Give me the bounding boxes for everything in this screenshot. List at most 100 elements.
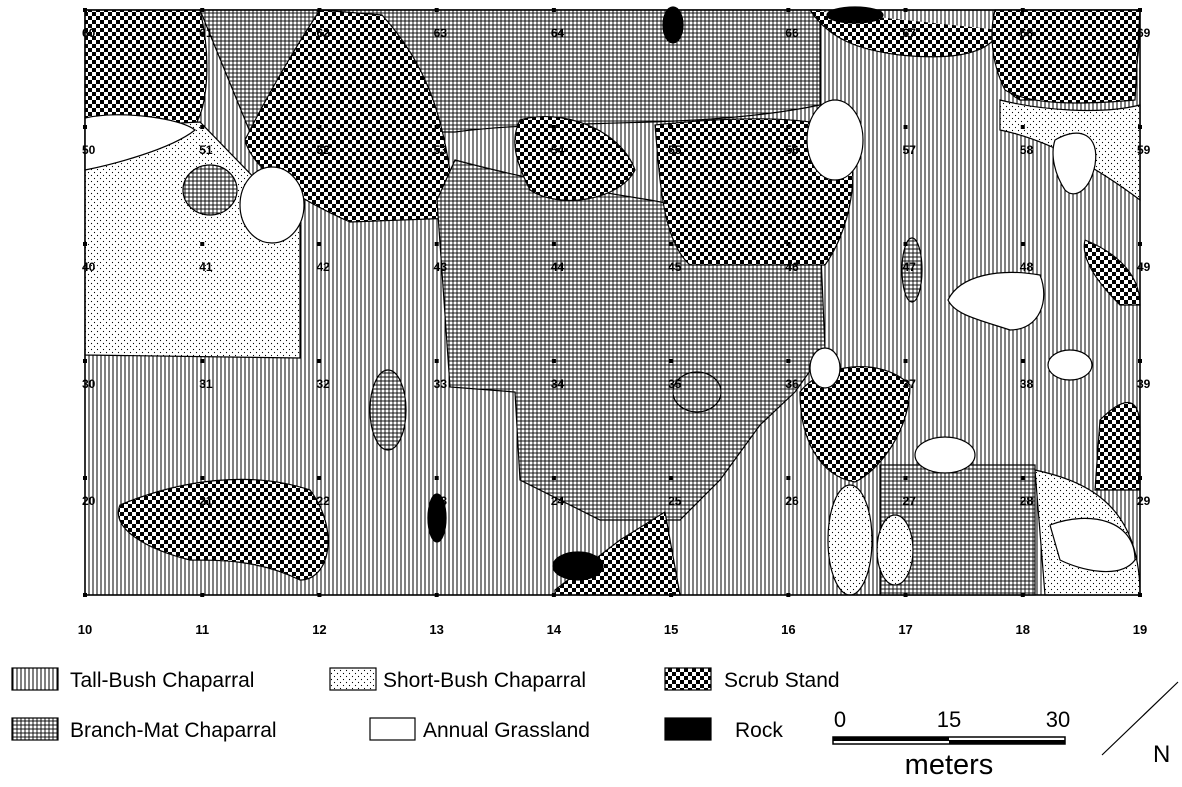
grid-point xyxy=(903,125,908,129)
grassland-region xyxy=(1047,349,1093,381)
grid-label: 27 xyxy=(903,494,917,508)
grid-point xyxy=(317,125,322,129)
grassland-region xyxy=(239,166,305,244)
grid-point xyxy=(786,242,791,246)
grid-point xyxy=(786,359,791,363)
map-border xyxy=(84,9,1141,596)
scale-unit: meters xyxy=(905,749,994,781)
grid-point xyxy=(317,8,322,12)
grid-point xyxy=(551,476,556,480)
grid-label: 24 xyxy=(551,494,565,508)
grid-label: 43 xyxy=(434,260,448,274)
grid-point xyxy=(903,242,908,246)
grid-point xyxy=(1138,8,1142,12)
grid-label: 56 xyxy=(785,143,799,157)
scale-bar-segment xyxy=(833,737,949,741)
branch-mat-region xyxy=(182,164,238,216)
grid-point xyxy=(786,476,791,480)
grid-point xyxy=(903,359,908,363)
grid-point xyxy=(1138,359,1142,363)
grid-point xyxy=(83,593,87,597)
grid-label: 28 xyxy=(1020,494,1034,508)
grid-label: 51 xyxy=(199,143,213,157)
scrub-region xyxy=(991,9,1141,104)
grid-point xyxy=(551,593,556,597)
grid-label: 54 xyxy=(551,143,565,157)
scrub-region xyxy=(799,366,911,483)
grid-label: 66 xyxy=(785,26,799,40)
grid-point xyxy=(786,593,791,597)
grid-point xyxy=(200,593,205,597)
grassland-region xyxy=(914,436,976,474)
grid-label: 25 xyxy=(668,494,682,508)
grid-point xyxy=(200,8,205,12)
grid-point xyxy=(317,593,322,597)
legend-swatch xyxy=(664,667,712,691)
grid-point xyxy=(434,125,439,129)
grid-label: 63 xyxy=(434,26,448,40)
grid-point xyxy=(317,242,322,246)
grid-point xyxy=(317,476,322,480)
grid-point xyxy=(903,476,908,480)
grid-point xyxy=(786,8,791,12)
scale-label: 15 xyxy=(937,707,961,732)
grid-point xyxy=(1020,8,1025,12)
grid-label: 37 xyxy=(903,377,917,391)
grid-point xyxy=(551,125,556,129)
legend-swatch xyxy=(329,667,377,691)
grassland-region xyxy=(84,114,196,171)
grid-point xyxy=(551,8,556,12)
grid-label: 35 xyxy=(668,377,682,391)
grid-point xyxy=(1138,242,1142,246)
grid-label: 49 xyxy=(1137,260,1151,274)
grid-point xyxy=(1020,476,1025,480)
grid-label: 60 xyxy=(82,26,96,40)
x-label: 14 xyxy=(547,622,562,637)
grid-point xyxy=(317,359,322,363)
grid-point xyxy=(1138,593,1142,597)
scrub-region xyxy=(117,478,329,581)
grid-labels: 60 61 62 63 64 65 66 67 68 69 50 51 52 53 54 55 56 57 58 59… xyxy=(78,8,1151,637)
scrub-region xyxy=(84,9,208,126)
grid-label: 55 xyxy=(668,143,682,157)
grid-point xyxy=(83,125,87,129)
grid-point xyxy=(551,359,556,363)
grid-point xyxy=(434,476,439,480)
grid-point xyxy=(200,242,205,246)
grid-point xyxy=(669,359,674,363)
grid-point xyxy=(669,242,674,246)
grid-label: 64 xyxy=(551,26,565,40)
legend-label: Rock xyxy=(735,719,783,742)
grassland-region xyxy=(947,271,1045,331)
scale-bar-segment xyxy=(949,740,1065,744)
grid-label: 32 xyxy=(316,377,330,391)
grid-point xyxy=(200,476,205,480)
x-label: 11 xyxy=(195,622,209,637)
grid-label: 65 xyxy=(668,26,682,40)
grid-label: 62 xyxy=(316,26,330,40)
grid-label: 26 xyxy=(785,494,799,508)
grid-label: 33 xyxy=(434,377,448,391)
x-label: 12 xyxy=(312,622,326,637)
grid-point xyxy=(903,8,908,12)
grassland-region xyxy=(1052,132,1097,195)
grid-point xyxy=(83,359,87,363)
grid-point xyxy=(200,359,205,363)
scrub-region xyxy=(654,118,854,266)
grassland-region xyxy=(1049,517,1136,573)
rock-region xyxy=(826,6,884,24)
short-bush-region xyxy=(827,484,873,596)
grid-point xyxy=(83,476,87,480)
grid-label: 48 xyxy=(1020,260,1034,274)
grid-label: 61 xyxy=(199,26,213,40)
grid-point xyxy=(434,593,439,597)
x-label: 13 xyxy=(429,622,443,637)
legend-label: Annual Grassland xyxy=(423,719,590,742)
grid-label: 30 xyxy=(82,377,96,391)
x-label: 16 xyxy=(781,622,795,637)
branch-mat-region xyxy=(369,369,407,451)
scale-bar: meters xyxy=(832,736,1066,781)
scale-label: 0 xyxy=(834,707,846,732)
short-bush-region xyxy=(876,514,914,586)
grid-label: 36 xyxy=(785,377,799,391)
